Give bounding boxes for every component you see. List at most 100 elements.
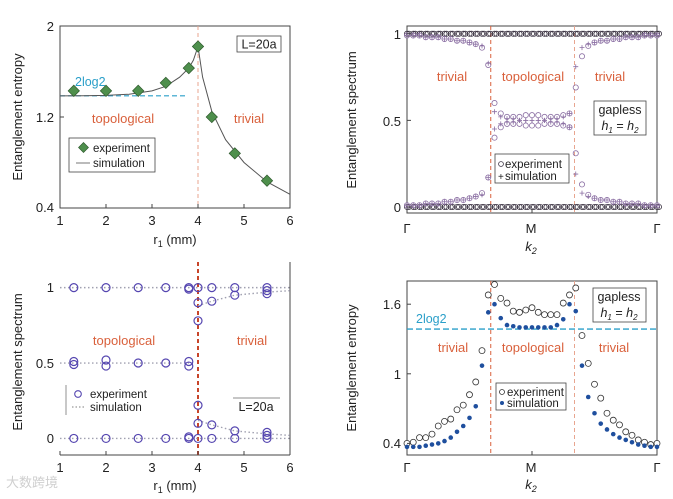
experiment-point bbox=[443, 203, 450, 210]
simulation-point bbox=[617, 435, 622, 440]
experiment-point bbox=[262, 283, 272, 293]
experiment-point bbox=[531, 203, 538, 210]
experiment-point bbox=[587, 30, 594, 37]
experiment-point bbox=[441, 417, 448, 425]
simulation-point bbox=[523, 325, 529, 330]
experiment-point bbox=[610, 35, 617, 42]
experiment-point bbox=[69, 356, 79, 367]
simulation-point bbox=[592, 410, 597, 416]
experiment-point bbox=[207, 433, 217, 444]
experiment-point bbox=[541, 30, 548, 37]
simulation-point bbox=[460, 38, 466, 44]
simulation-point bbox=[604, 197, 610, 203]
legend-experiment-label: experiment bbox=[93, 143, 151, 155]
experiment-point bbox=[566, 203, 573, 210]
experiment-point bbox=[69, 359, 79, 370]
experiment-point bbox=[230, 426, 240, 436]
experiment-point bbox=[468, 203, 475, 210]
experiment-point bbox=[466, 39, 473, 46]
panel-d-entropy-vs-k2: Entanglement entropy 0.4 1 1.6 Γ M Γ k2 … bbox=[344, 280, 661, 494]
experiment-point bbox=[69, 433, 79, 444]
experiment-point bbox=[460, 197, 467, 204]
experiment-point bbox=[597, 197, 604, 204]
experiment-point bbox=[566, 30, 573, 37]
simulation-line bbox=[197, 419, 291, 437]
experiment-point bbox=[497, 294, 505, 302]
experiment-point bbox=[629, 200, 636, 207]
experiment-point bbox=[161, 358, 171, 368]
simulation-point bbox=[498, 121, 504, 127]
experiment-point bbox=[529, 112, 536, 119]
y-tick-label: 0.4 bbox=[383, 436, 401, 451]
experiment-point bbox=[455, 30, 462, 37]
experiment-point bbox=[616, 35, 623, 42]
experiment-point bbox=[553, 311, 561, 319]
experiment-point bbox=[453, 203, 460, 210]
experiment-point bbox=[631, 30, 638, 37]
x-tick-label: 3 bbox=[148, 460, 155, 475]
experiment-point bbox=[554, 30, 561, 37]
experiment-point bbox=[449, 203, 456, 210]
simulation-point bbox=[442, 438, 447, 444]
experiment-point bbox=[491, 134, 498, 141]
experiment-point bbox=[547, 311, 555, 319]
experiment-point bbox=[568, 30, 575, 37]
experiment-point bbox=[491, 30, 498, 37]
experiment-point bbox=[572, 284, 580, 292]
experiment-point bbox=[512, 203, 519, 210]
simulation-point bbox=[517, 117, 522, 123]
experiment-point bbox=[579, 53, 586, 60]
y-axis-label: Entanglement spectrum bbox=[10, 293, 25, 430]
y-tick-label: 1 bbox=[47, 280, 54, 295]
simulation-point bbox=[598, 421, 604, 426]
simulation-point bbox=[460, 197, 466, 203]
legend-experiment-label: experiment bbox=[90, 389, 148, 401]
experiment-point bbox=[549, 203, 556, 210]
y-tick-label: 0.5 bbox=[36, 356, 54, 371]
simulation-point bbox=[560, 121, 566, 127]
simulation-point bbox=[610, 199, 616, 205]
experiment-point bbox=[67, 84, 80, 97]
experiment-point bbox=[443, 30, 450, 37]
simulation-point bbox=[554, 322, 560, 328]
experiment-point bbox=[491, 100, 498, 107]
experiment-point bbox=[522, 30, 529, 37]
experiment-point bbox=[262, 427, 272, 437]
legend-dot-icon bbox=[500, 401, 504, 405]
region-label-topological: topological bbox=[92, 111, 154, 126]
experiment-point bbox=[535, 30, 542, 37]
watermark-logo: 大数跨境 bbox=[6, 475, 58, 490]
simulation-point bbox=[617, 36, 622, 42]
experiment-point bbox=[437, 203, 444, 210]
experiment-point bbox=[487, 30, 494, 37]
region-label-trivial-right: trivial bbox=[599, 340, 629, 355]
simulation-point bbox=[423, 34, 429, 40]
experiment-point bbox=[591, 195, 598, 202]
experiment-point bbox=[641, 32, 648, 39]
experiment-point bbox=[535, 122, 542, 129]
experiment-point bbox=[260, 174, 274, 187]
experiment-point bbox=[518, 203, 525, 210]
experiment-point bbox=[453, 197, 460, 204]
x-tick-label: Γ bbox=[403, 221, 410, 236]
experiment-point bbox=[624, 30, 631, 37]
simulation-point bbox=[535, 117, 541, 123]
experiment-point bbox=[585, 203, 592, 210]
panel-a-entropy-vs-r1: Entanglement entropy 0.4 1.2 2 r1 (mm) 2… bbox=[10, 19, 294, 249]
gapless-box bbox=[593, 100, 647, 136]
simulation-point bbox=[467, 195, 472, 201]
simulation-point bbox=[617, 199, 622, 205]
experiment-point bbox=[572, 30, 579, 37]
experiment-point bbox=[418, 30, 425, 37]
simulation-point bbox=[598, 197, 604, 203]
experiment-point bbox=[591, 39, 598, 46]
experiment-point bbox=[537, 30, 544, 37]
x-tick-label: M bbox=[526, 460, 537, 475]
experiment-point bbox=[460, 37, 467, 44]
experiment-point bbox=[478, 347, 486, 355]
legend-circle-icon bbox=[74, 390, 82, 398]
experiment-point bbox=[612, 30, 619, 37]
experiment-point bbox=[603, 409, 611, 417]
simulation-point bbox=[435, 441, 441, 446]
